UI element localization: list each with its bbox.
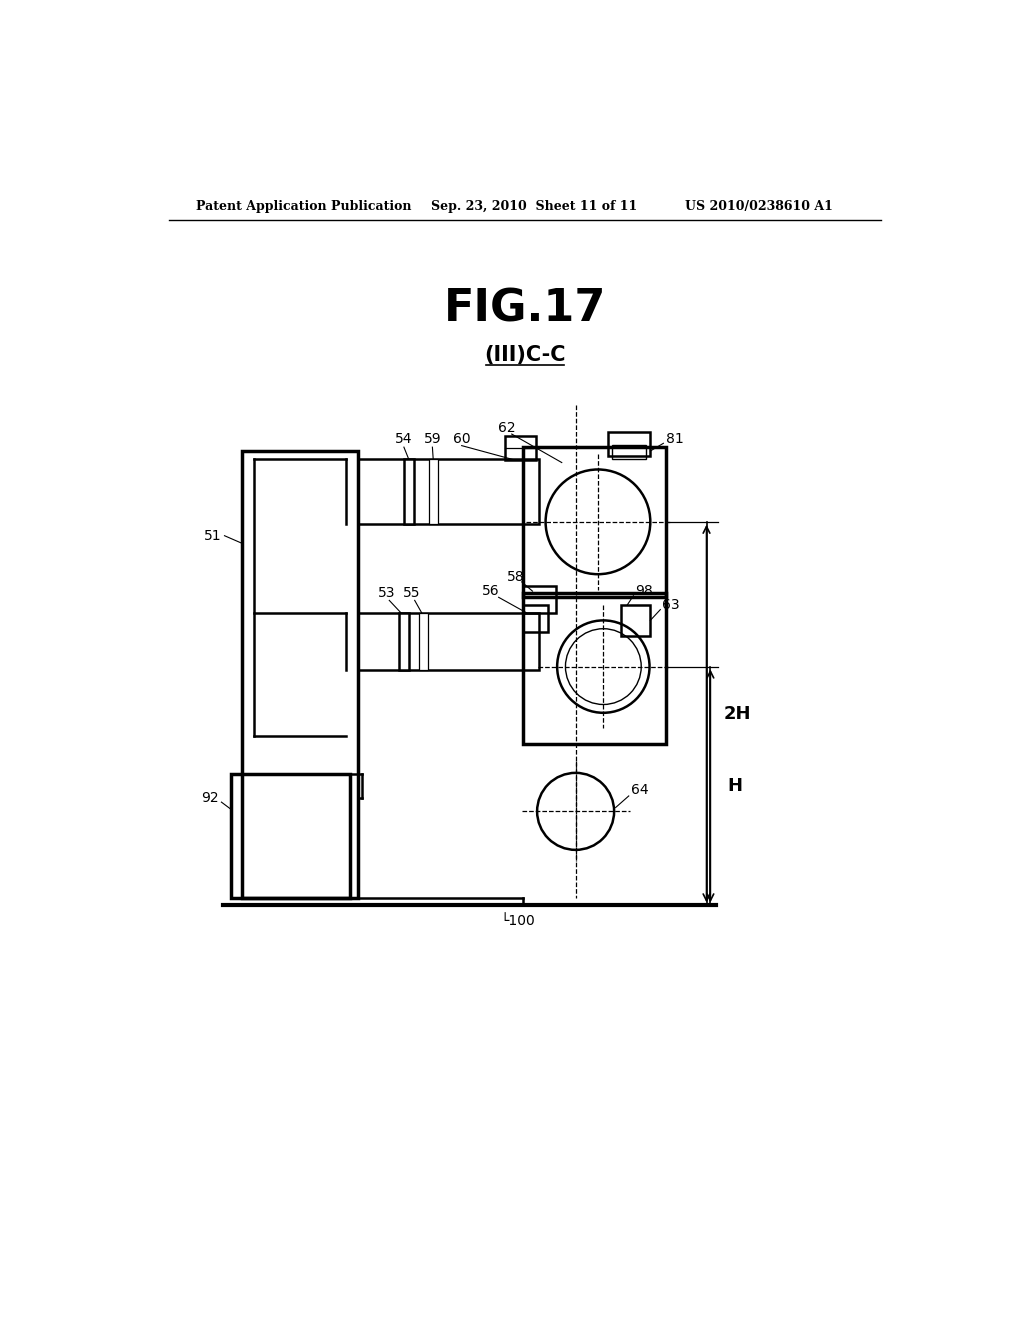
Text: 53: 53 — [378, 586, 395, 601]
Bar — [611, 445, 646, 459]
Text: 58: 58 — [507, 569, 524, 583]
Bar — [523, 605, 548, 632]
Bar — [523, 586, 556, 612]
Text: Sep. 23, 2010  Sheet 11 of 11: Sep. 23, 2010 Sheet 11 of 11 — [431, 199, 637, 213]
Text: FIG.17: FIG.17 — [443, 286, 606, 330]
Text: 55: 55 — [402, 586, 421, 601]
Bar — [243, 451, 357, 898]
Bar — [621, 605, 650, 636]
Text: 64: 64 — [631, 783, 648, 797]
Text: Patent Application Publication: Patent Application Publication — [196, 199, 412, 213]
Text: 51: 51 — [204, 529, 221, 543]
Bar — [230, 775, 350, 898]
Bar — [608, 432, 650, 457]
Bar — [403, 459, 414, 524]
Text: 54: 54 — [395, 433, 413, 446]
Text: H: H — [727, 777, 742, 795]
Text: 56: 56 — [482, 585, 500, 598]
Bar — [429, 459, 438, 524]
Text: (III)C-C: (III)C-C — [484, 345, 565, 364]
Bar — [357, 612, 539, 671]
Text: US 2010/0238610 A1: US 2010/0238610 A1 — [685, 199, 833, 213]
Text: 92: 92 — [202, 791, 219, 804]
Text: 63: 63 — [662, 598, 680, 612]
Text: └100: └100 — [500, 913, 535, 928]
Bar — [419, 612, 428, 671]
Text: 62: 62 — [498, 421, 515, 434]
Text: 98: 98 — [635, 585, 652, 598]
Bar — [505, 436, 536, 461]
Bar — [398, 612, 409, 671]
Text: 59: 59 — [424, 433, 441, 446]
Bar — [357, 459, 539, 524]
Bar — [523, 447, 666, 598]
Text: 81: 81 — [666, 433, 683, 446]
Text: 60: 60 — [453, 433, 470, 446]
Text: 2H: 2H — [724, 705, 751, 722]
Bar — [523, 594, 666, 743]
